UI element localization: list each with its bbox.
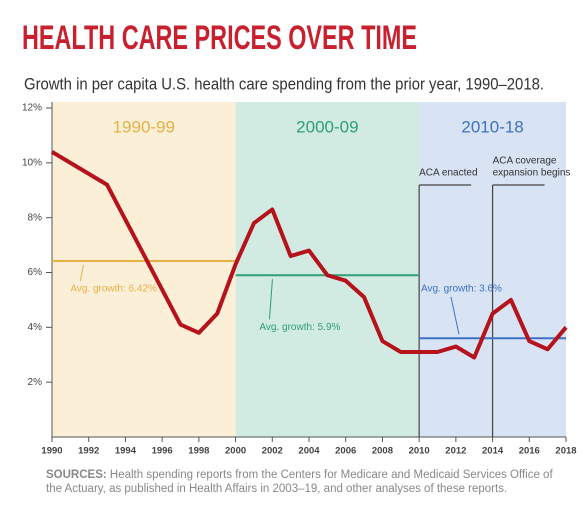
x-tick-label: 1994 xyxy=(115,446,137,457)
event-label: ACA enacted xyxy=(419,168,477,179)
y-tick-label: 2% xyxy=(28,377,43,388)
x-tick-label: 2010 xyxy=(409,446,430,457)
x-tick-label: 1992 xyxy=(78,446,99,457)
x-tick-label: 2016 xyxy=(519,446,540,457)
x-tick-label: 1998 xyxy=(188,446,209,457)
x-tick-label: 2006 xyxy=(335,446,356,457)
period-band xyxy=(52,102,236,437)
y-tick-label: 4% xyxy=(28,322,43,333)
period-band xyxy=(235,102,420,437)
x-tick-label: 2002 xyxy=(262,446,283,457)
y-tick-label: 6% xyxy=(28,267,43,278)
avg-arrow xyxy=(79,264,84,282)
period-label: 2000-09 xyxy=(296,117,358,136)
x-tick-label: 2008 xyxy=(372,446,393,457)
chart-subtitle: Growth in per capita U.S. health care sp… xyxy=(24,74,544,93)
x-tick-label: 2014 xyxy=(482,446,504,457)
sources-text: Health spending reports from the Centers… xyxy=(46,469,553,495)
avg-arrow xyxy=(450,296,460,335)
x-tick-label: 2004 xyxy=(298,446,320,457)
avg-label: Avg. growth: 3.6% xyxy=(421,284,502,295)
avg-label: Avg. growth: 5.9% xyxy=(259,322,340,333)
event-label: expansion begins xyxy=(493,168,571,179)
avg-label: Avg. growth: 6.42% xyxy=(70,284,157,295)
x-tick-label: 2018 xyxy=(555,446,576,457)
x-tick-label: 2000 xyxy=(225,446,246,457)
sources: SOURCES: Health spending reports from th… xyxy=(46,468,566,496)
y-tick-label: 8% xyxy=(28,212,43,223)
y-tick-label: 10% xyxy=(22,157,42,168)
data-line xyxy=(50,150,568,360)
x-tick-label: 2012 xyxy=(445,446,466,457)
chart-title: HEALTH CARE PRICES OVER TIME xyxy=(22,19,417,57)
x-tick-label: 1996 xyxy=(152,446,173,457)
y-tick-label: 12% xyxy=(22,103,42,114)
sources-label: SOURCES: xyxy=(46,469,107,481)
period-label: 1990-99 xyxy=(113,117,175,136)
avg-arrow xyxy=(268,279,273,320)
period-label: 2010-18 xyxy=(461,117,523,136)
event-label: ACA coverage xyxy=(493,156,557,167)
x-tick-label: 1990 xyxy=(41,446,62,457)
